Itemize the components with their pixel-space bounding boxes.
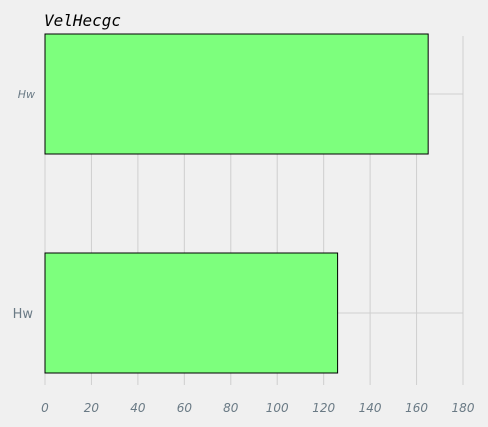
bar [44, 33, 429, 155]
x-tick-label: 100 [266, 401, 289, 415]
chart-title: VelHecgc [44, 11, 121, 30]
x-tick-label: 80 [223, 401, 239, 415]
x-tick-label: 40 [130, 401, 146, 415]
bars [44, 33, 429, 374]
x-tick-label: 0 [41, 401, 49, 415]
x-tick-label: 60 [177, 401, 193, 415]
x-tick-label: 20 [84, 401, 100, 415]
x-tick-label: 180 [452, 401, 475, 415]
x-tick-label: 120 [312, 401, 335, 415]
x-axis-ticks: 0 20 40 60 80 100 120 140 160 180 [41, 401, 475, 415]
bar [44, 252, 339, 374]
y-axis-ticks: Hw Hw [13, 88, 35, 322]
y-tick-label: Hw [13, 307, 34, 322]
x-tick-label: 140 [359, 401, 382, 415]
x-tick-label: 160 [405, 401, 428, 415]
y-tick-label: Hw [18, 88, 35, 101]
